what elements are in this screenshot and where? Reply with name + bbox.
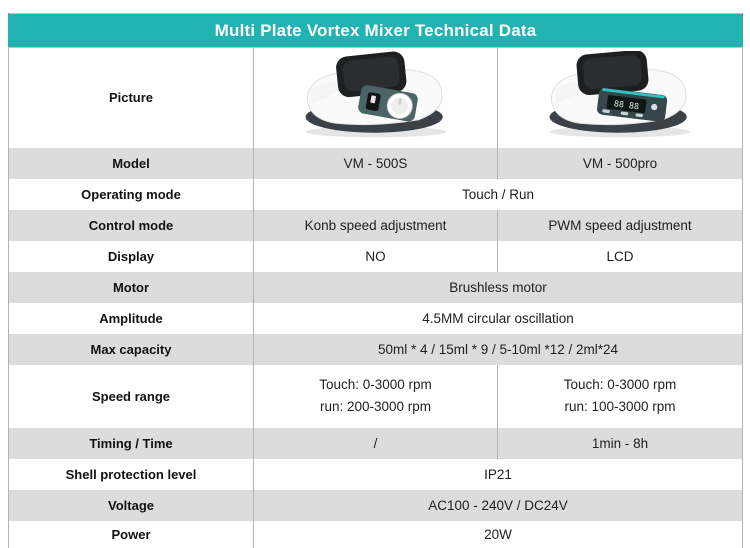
row-label-shell-protection: Shell protection level bbox=[8, 458, 254, 490]
table-row-picture: Picture bbox=[8, 47, 744, 148]
row-label-model: Model bbox=[8, 147, 254, 179]
row-label-picture: Picture bbox=[8, 47, 254, 148]
max-capacity-value: 50ml * 4 / 15ml * 9 / 5-10ml *12 / 2ml*2… bbox=[252, 333, 744, 365]
table-row-operating-mode: Operating mode Touch / Run bbox=[8, 178, 744, 210]
row-label-display: Display bbox=[8, 240, 254, 272]
speed-range-value-left: Touch: 0-3000 rpm run: 200-3000 rpm bbox=[253, 364, 498, 428]
control-mode-value-right: PWM speed adjustment bbox=[496, 209, 744, 241]
amplitude-value: 4.5MM circular oscillation bbox=[252, 302, 744, 334]
speed-range-right-line2: run: 100-3000 rpm bbox=[564, 399, 676, 414]
speed-range-left-line1: Touch: 0-3000 rpm bbox=[319, 376, 432, 392]
timing-value-right: 1min - 8h bbox=[496, 427, 744, 459]
row-label-amplitude: Amplitude bbox=[8, 302, 254, 334]
row-label-voltage: Voltage bbox=[8, 489, 254, 521]
voltage-value: AC100 - 240V / DC24V bbox=[252, 489, 744, 521]
table-title-row: Multi Plate Vortex Mixer Technical Data bbox=[7, 13, 744, 48]
row-label-speed-range: Speed range bbox=[8, 364, 254, 428]
table-row-amplitude: Amplitude 4.5MM circular oscillation bbox=[8, 302, 744, 334]
speed-range-left-line2: run: 200-3000 rpm bbox=[319, 399, 432, 414]
table-row-max-capacity: Max capacity 50ml * 4 / 15ml * 9 / 5-10m… bbox=[8, 333, 744, 365]
svg-text:88 88: 88 88 bbox=[613, 98, 639, 111]
power-value: 20W bbox=[252, 520, 744, 548]
row-label-power: Power bbox=[8, 520, 254, 548]
shell-protection-value: IP21 bbox=[252, 458, 744, 490]
display-value-right: LCD bbox=[496, 240, 744, 272]
model-value-right: VM - 500pro bbox=[496, 147, 744, 179]
product-image-cell-vm500pro: 88 88 bbox=[496, 47, 744, 148]
technical-data-table: Multi Plate Vortex Mixer Technical Data … bbox=[7, 13, 744, 548]
table-row-shell-protection: Shell protection level IP21 bbox=[8, 458, 744, 490]
table-row-control-mode: Control mode Konb speed adjustment PWM s… bbox=[8, 209, 744, 241]
timing-value-left: / bbox=[253, 427, 498, 459]
row-label-control-mode: Control mode bbox=[8, 209, 254, 241]
table-row-speed-range: Speed range Touch: 0-3000 rpm run: 200-3… bbox=[8, 364, 744, 428]
table-row-timing: Timing / Time / 1min - 8h bbox=[8, 427, 744, 459]
row-label-max-capacity: Max capacity bbox=[8, 333, 254, 365]
row-label-timing: Timing / Time bbox=[8, 427, 254, 459]
table-row-model: Model VM - 500S VM - 500pro bbox=[8, 147, 744, 179]
row-label-operating-mode: Operating mode bbox=[8, 178, 254, 210]
table-row-power: Power 20W bbox=[8, 520, 744, 548]
table-row-display: Display NO LCD bbox=[8, 240, 744, 272]
model-value-left: VM - 500S bbox=[253, 147, 498, 179]
table-row-voltage: Voltage AC100 - 240V / DC24V bbox=[8, 489, 744, 521]
vortex-mixer-knob-image bbox=[305, 51, 446, 138]
control-mode-value-left: Konb speed adjustment bbox=[253, 209, 498, 241]
table-row-motor: Motor Brushless motor bbox=[8, 271, 744, 303]
speed-range-right-line1: Touch: 0-3000 rpm bbox=[563, 376, 677, 392]
display-value-left: NO bbox=[253, 240, 498, 272]
page-title: Multi Plate Vortex Mixer Technical Data bbox=[7, 13, 744, 48]
motor-value: Brushless motor bbox=[252, 271, 744, 303]
row-label-motor: Motor bbox=[8, 271, 254, 303]
vortex-mixer-lcd-image: 88 88 bbox=[549, 50, 691, 138]
operating-mode-value: Touch / Run bbox=[252, 178, 744, 210]
product-image-cell-vm500s bbox=[253, 47, 498, 148]
speed-range-value-right: Touch: 0-3000 rpm run: 100-3000 rpm bbox=[496, 364, 744, 428]
